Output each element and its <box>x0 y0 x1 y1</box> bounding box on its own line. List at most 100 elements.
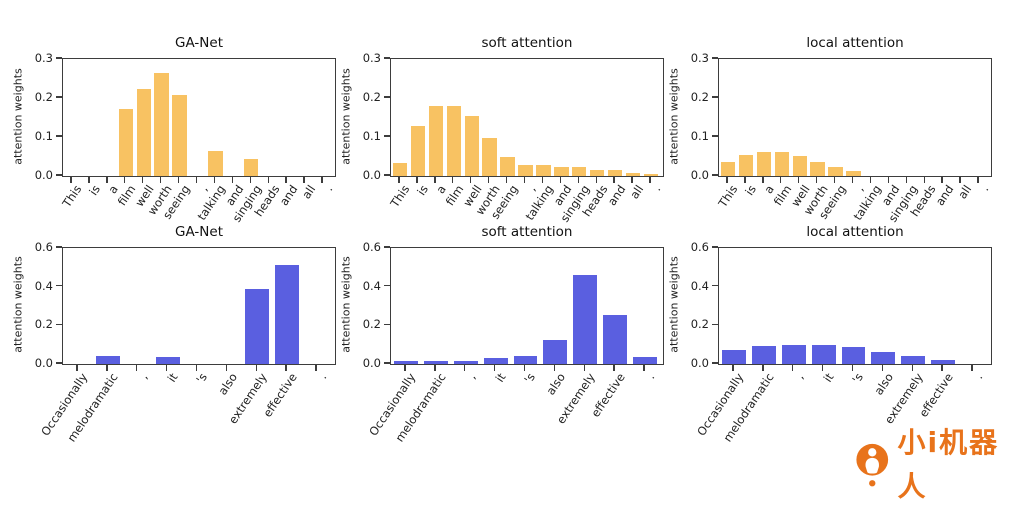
x-tick-label: talking <box>522 182 557 223</box>
plot-area <box>718 58 992 177</box>
x-tick-mark <box>726 177 728 183</box>
y-axis-label: attention weights <box>667 67 681 165</box>
x-tick-mark <box>136 365 138 371</box>
x-tick-mark <box>213 177 216 183</box>
bar <box>931 359 956 364</box>
y-tick-mark <box>56 323 62 326</box>
y-tick-label: 0.0 <box>690 168 709 182</box>
bar <box>393 361 418 364</box>
x-tick-mark <box>631 177 633 183</box>
chart-bottom-local-attention: local attention attention weights 0.0 0.2… <box>668 224 992 444</box>
y-tick-label: 0.0 <box>34 168 53 182</box>
bar <box>392 162 408 176</box>
y-tick-mark <box>56 362 62 364</box>
y-tick-label: 0.3 <box>362 51 381 65</box>
x-tick-label: also <box>871 370 897 398</box>
x-tick-mark <box>881 365 884 371</box>
y-axis-label: attention weights <box>11 256 25 353</box>
bar <box>453 361 478 364</box>
bar <box>543 340 568 364</box>
x-tick-label: , <box>464 370 479 382</box>
x-tick-mark <box>195 177 198 183</box>
bar <box>625 172 641 176</box>
figure-canvas: GA-Net attention weights 0.0 0.1 0.2 0.3 Thi… <box>12 35 998 503</box>
y-tick-mark <box>712 57 718 59</box>
y-axis-label: attention weights <box>339 256 353 353</box>
bar <box>901 356 926 364</box>
x-tick-mark <box>249 177 251 183</box>
x-tick-label: also <box>543 370 569 398</box>
y-tick-mark <box>712 96 718 98</box>
bar <box>828 166 843 176</box>
x-tick-mark <box>559 177 562 183</box>
x-tick-mark <box>821 365 824 371</box>
x-tick-mark <box>505 177 508 183</box>
bar <box>136 89 151 176</box>
x-tick-mark <box>315 365 317 371</box>
chart-bottom-soft-attention: soft attention attention weights 0.0 0.2 0… <box>340 224 664 444</box>
x-tick-label: 's <box>193 370 211 386</box>
x-tick-label: all <box>954 182 974 202</box>
x-tick-mark <box>941 365 943 371</box>
x-tick-mark <box>142 177 144 183</box>
y-tick-label: 0.6 <box>690 240 709 254</box>
x-tick-label: all <box>298 182 318 202</box>
y-tick-mark <box>712 174 718 176</box>
chart-top-soft-attention: soft attention attention weights 0.0 0.1 0… <box>340 35 664 225</box>
x-tick-label: it <box>164 370 181 385</box>
y-tick-mark <box>712 362 718 364</box>
bar <box>513 356 538 364</box>
bar <box>554 166 569 176</box>
x-tick-mark <box>523 365 526 371</box>
x-tick-mark <box>88 177 90 183</box>
bar <box>781 344 806 364</box>
x-tick-mark <box>285 177 287 183</box>
y-tick-mark <box>712 323 718 326</box>
bar <box>841 347 866 364</box>
x-tick-mark <box>911 365 913 371</box>
y-tick-mark <box>384 246 390 248</box>
bar <box>446 105 461 176</box>
x-tick-mark <box>541 177 544 183</box>
bar <box>245 288 270 364</box>
x-tick-mark <box>398 177 400 183</box>
bar <box>483 358 508 364</box>
chart-title: GA-Net <box>175 224 223 240</box>
x-tick-mark <box>523 177 526 183</box>
bar <box>738 155 754 176</box>
bar <box>154 72 169 176</box>
bar <box>500 157 515 176</box>
bar <box>428 105 443 176</box>
bar <box>720 161 736 176</box>
bar <box>155 357 180 364</box>
y-tick-mark <box>384 362 390 364</box>
x-tick-label: talking <box>850 182 885 223</box>
y-tick-label: 0.2 <box>690 90 709 104</box>
y-tick-label: 0.3 <box>690 51 709 65</box>
x-tick-mark <box>815 177 818 183</box>
chart-bottom-ga-net: GA-Net attention weights 0.0 0.2 0.4 0.6 Occ… <box>12 224 336 444</box>
y-tick-label: 0.4 <box>34 278 53 293</box>
y-tick-label: 0.2 <box>362 90 381 104</box>
x-tick-label: is <box>85 182 103 198</box>
x-tick-mark <box>231 177 234 183</box>
bar <box>603 315 628 364</box>
x-tick-mark <box>487 177 490 183</box>
x-tick-mark <box>464 365 466 371</box>
y-tick-label: 0.1 <box>690 129 709 143</box>
y-tick-mark <box>56 57 62 59</box>
x-tick-mark <box>267 177 269 183</box>
plot-area <box>390 58 664 177</box>
bar <box>118 108 133 176</box>
bar <box>590 169 605 176</box>
x-tick-label: all <box>626 182 646 202</box>
y-tick-label: 0.0 <box>362 168 381 182</box>
y-tick-mark <box>384 284 390 287</box>
x-tick-label: 's <box>849 370 867 386</box>
x-tick-mark <box>792 365 794 371</box>
x-tick-label: , <box>196 182 211 194</box>
x-tick-label: it <box>492 370 509 385</box>
bar <box>751 346 776 364</box>
x-tick-mark <box>177 177 180 183</box>
x-tick-mark <box>762 365 764 371</box>
